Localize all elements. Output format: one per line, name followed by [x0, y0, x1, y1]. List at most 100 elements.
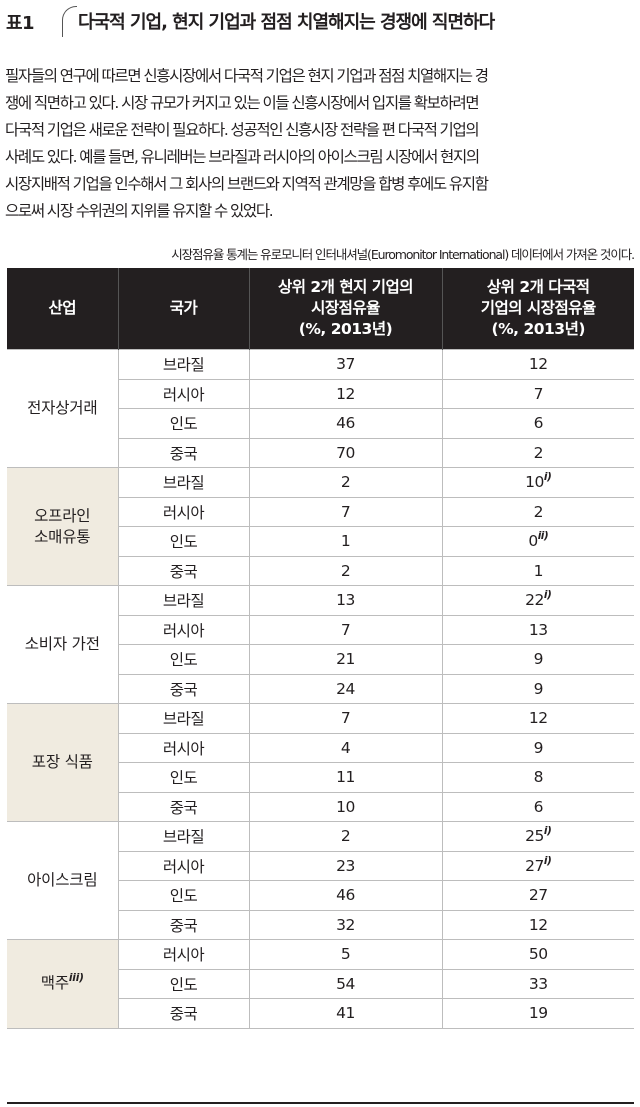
- local-share-cell: 2: [248, 467, 443, 498]
- local-share-cell: 37: [248, 349, 443, 380]
- industry-text: 포장 식품: [31, 753, 93, 771]
- local-share-cell: 1: [248, 526, 443, 557]
- multinational-share-value: 7: [533, 384, 544, 403]
- multinational-share-cell: 6: [441, 408, 634, 439]
- multinational-share-value: 8: [533, 768, 544, 787]
- header-local-share: 상위 2개 현지 기업의 시장점유율 (%, 2013년): [248, 268, 442, 350]
- industry-label: 소비자 가전: [7, 634, 118, 655]
- table-row: 인도 46 27: [7, 880, 634, 911]
- local-share-cell: 24: [248, 673, 443, 704]
- intro-line: 으로써 시장 수위권의 지위를 유지할 수 있었다.: [5, 202, 274, 220]
- multinational-share-cell: 2: [441, 496, 634, 527]
- multinational-share-cell: 9: [441, 732, 634, 763]
- table-row: 포장 식품 브라질 7 12: [7, 703, 634, 822]
- country-cell: 인도: [117, 408, 250, 439]
- table-row: 인도 54 33: [7, 968, 634, 999]
- industry-label: 포장 식품: [7, 752, 118, 773]
- multinational-share-value: 9: [533, 679, 544, 698]
- local-share-cell: 4: [248, 732, 443, 763]
- header-multinational-line: 기업의 시장점유율: [480, 299, 596, 317]
- multinational-share-value: 50: [528, 945, 548, 964]
- industry-label: 오프라인: [7, 506, 118, 527]
- industry-cell: 맥주iii): [7, 939, 119, 1029]
- header-local-line: 시장점유율: [311, 299, 380, 317]
- table-row: 러시아 23 27i): [7, 850, 634, 881]
- title-bracket-decoration: [62, 6, 77, 37]
- local-share-cell: 7: [248, 614, 443, 645]
- multinational-share-value: 1: [533, 561, 544, 580]
- local-share-cell: 12: [248, 378, 443, 409]
- country-cell: 인도: [117, 880, 250, 911]
- country-cell: 인도: [117, 526, 250, 557]
- intro-line: 다국적 기업은 새로운 전략이 필요하다. 성공적인 신흥시장 전략을 편 다국…: [5, 121, 480, 139]
- header-multinational-line: (%, 2013년): [491, 320, 586, 338]
- country-cell: 브라질: [117, 821, 250, 852]
- multinational-share-cell: 33: [441, 968, 634, 999]
- industry-text: 아이스크림: [27, 871, 98, 889]
- header-multinational-line: 상위 2개 다국적: [486, 278, 590, 296]
- country-cell: 인도: [117, 762, 250, 793]
- multinational-share-value: 6: [533, 414, 544, 433]
- multinational-share-value: 9: [533, 650, 544, 669]
- multinational-share-value: 12: [528, 915, 548, 934]
- multinational-share-value: 10: [525, 473, 544, 492]
- country-cell: 인도: [117, 644, 250, 675]
- local-share-cell: 2: [248, 821, 443, 852]
- country-cell: 러시아: [117, 732, 250, 763]
- multinational-share-value: 2: [533, 502, 544, 521]
- header-multinational-share: 상위 2개 다국적 기업의 시장점유율 (%, 2013년): [441, 268, 634, 350]
- multinational-share-value: 2: [533, 443, 544, 462]
- multinational-share-cell: 10i): [441, 467, 634, 498]
- intro-line: 사례도 있다. 예를 들면, 유니레버는 브라질과 러시아의 아이스크림 시장에…: [5, 148, 480, 166]
- table-row: 중국 41 19: [7, 998, 634, 1029]
- header-industry: 산업: [7, 268, 118, 350]
- table-row: 러시아 7 2: [7, 496, 634, 527]
- country-cell: 러시아: [117, 939, 250, 970]
- multinational-share-value: 0: [528, 532, 538, 551]
- local-share-cell: 7: [248, 703, 443, 734]
- intro-line: 시장지배적 기업을 인수해서 그 회사의 브랜드와 지역적 관계망을 합병 후에…: [5, 175, 489, 193]
- footnote-marker: i): [543, 854, 552, 867]
- table-row: 아이스크림 브라질 2 25i): [7, 821, 634, 940]
- multinational-share-cell: 13: [441, 614, 634, 645]
- local-share-cell: 54: [248, 968, 443, 999]
- country-cell: 중국: [117, 791, 250, 822]
- local-share-cell: 41: [248, 998, 443, 1029]
- multinational-share-cell: 7: [441, 378, 634, 409]
- multinational-share-value: 25: [525, 827, 544, 846]
- industry-label: 맥주iii): [7, 973, 118, 994]
- footnote-marker: iii): [68, 972, 84, 985]
- table-number-label: 표1: [6, 13, 35, 34]
- industry-cell: 오프라인 소매유통: [7, 467, 119, 586]
- table-bottom-rule: [7, 1102, 634, 1104]
- country-cell: 브라질: [117, 703, 250, 734]
- header-country: 국가: [117, 268, 249, 350]
- multinational-share-value: 12: [528, 709, 548, 728]
- industry-cell: 아이스크림: [7, 821, 119, 940]
- multinational-share-cell: 27i): [441, 850, 634, 881]
- table-header-row: 산업 국가 상위 2개 현지 기업의 시장점유율 (%, 2013년) 상위 2…: [7, 268, 634, 350]
- multinational-share-cell: 2: [441, 437, 634, 468]
- industry-label: 소매유통: [7, 527, 118, 548]
- industry-cell: 포장 식품: [7, 703, 119, 822]
- industry-cell: 소비자 가전: [7, 585, 119, 704]
- country-cell: 중국: [117, 673, 250, 704]
- multinational-share-cell: 25i): [441, 821, 634, 852]
- multinational-share-cell: 19: [441, 998, 634, 1029]
- multinational-share-cell: 27: [441, 880, 634, 911]
- header-local-line: 상위 2개 현지 기업의: [277, 278, 414, 296]
- local-share-cell: 70: [248, 437, 443, 468]
- multinational-share-cell: 9: [441, 673, 634, 704]
- local-share-cell: 46: [248, 408, 443, 439]
- local-share-cell: 13: [248, 585, 443, 616]
- footnote-marker: i): [543, 589, 552, 602]
- multinational-share-value: 13: [528, 620, 548, 639]
- market-share-table: 산업 국가 상위 2개 현지 기업의 시장점유율 (%, 2013년) 상위 2…: [7, 268, 634, 1029]
- country-cell: 중국: [117, 909, 250, 940]
- country-cell: 러시아: [117, 614, 250, 645]
- industry-label: 아이스크림: [7, 870, 118, 891]
- industry-text: 소비자 가전: [24, 635, 100, 653]
- table-header-bar: 표1 다국적 기업, 현지 기업과 점점 치열해지는 경쟁에 직면하다: [0, 0, 640, 40]
- country-cell: 브라질: [117, 467, 250, 498]
- country-cell: 인도: [117, 968, 250, 999]
